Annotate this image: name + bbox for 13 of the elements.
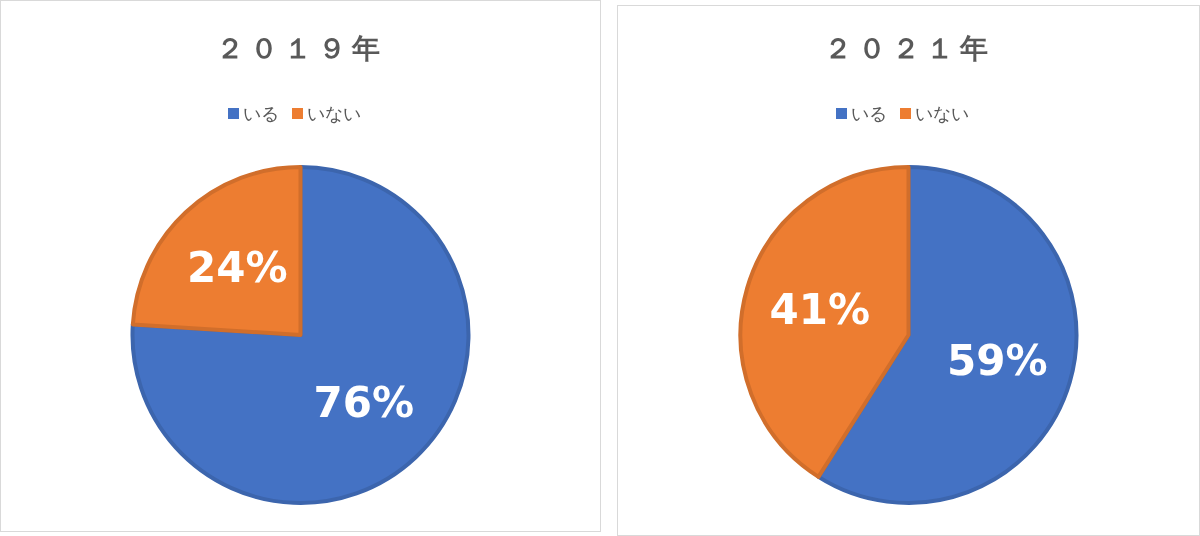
chart-title: ２０１９年 — [215, 32, 386, 65]
legend-label: いない — [915, 103, 969, 124]
pie-slice — [130, 165, 471, 505]
data-label: 59% — [946, 336, 1048, 386]
legend-label: いない — [307, 103, 361, 124]
legend-label: いる — [243, 103, 279, 124]
data-label: 24% — [186, 243, 288, 293]
data-label: 41% — [769, 284, 871, 334]
pie-slice — [738, 165, 911, 479]
pie-slice — [130, 165, 303, 337]
data-label: 76% — [313, 377, 415, 427]
chart-title: ２０２１年 — [823, 32, 994, 65]
legend-label: いる — [851, 103, 887, 124]
